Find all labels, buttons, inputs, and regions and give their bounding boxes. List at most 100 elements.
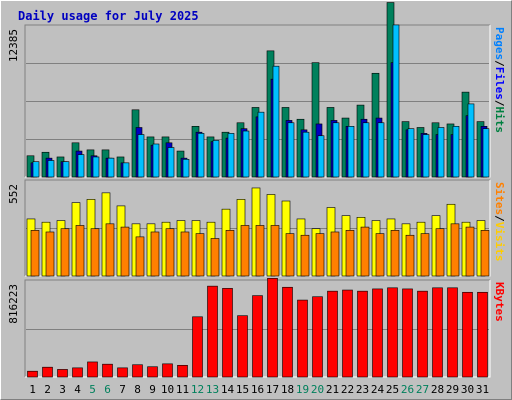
day-label: 6 xyxy=(104,383,111,396)
day-label: 24 xyxy=(371,383,385,396)
pages-bar xyxy=(167,147,175,178)
kbytes-bar xyxy=(237,315,248,378)
day-label: 25 xyxy=(386,383,399,396)
sites-visits-panel: 552 Sites/Visits xyxy=(7,179,506,277)
sites-bar xyxy=(120,226,130,277)
kbytes-bar xyxy=(102,363,113,378)
pages-bar xyxy=(482,128,490,178)
kbytes-bar xyxy=(477,291,488,378)
sites-bar xyxy=(105,223,115,277)
kbytes-bar xyxy=(432,287,443,378)
day-label: 12 xyxy=(191,383,204,396)
day-label: 27 xyxy=(416,383,429,396)
day-label: 16 xyxy=(251,383,264,396)
day-label: 21 xyxy=(326,383,339,396)
pages-bar xyxy=(227,133,235,178)
day-label: 5 xyxy=(89,383,96,396)
pages-bar xyxy=(62,161,70,178)
kbytes-bar xyxy=(342,289,353,378)
pages-bar xyxy=(377,122,385,178)
kbytes-bar xyxy=(132,364,143,378)
pages-bar xyxy=(137,134,145,178)
sites-bar xyxy=(225,230,235,277)
day-label: 4 xyxy=(74,383,81,396)
kbytes-bar xyxy=(42,366,53,378)
sites-bar xyxy=(330,231,340,277)
kbytes-bar xyxy=(372,288,383,378)
sites-bar xyxy=(150,231,160,277)
hits-bar xyxy=(311,62,320,178)
kbytes-panel: 816223 KBytes xyxy=(7,278,506,378)
day-label: 7 xyxy=(119,383,126,396)
day-label: 15 xyxy=(236,383,249,396)
kbytes-bar xyxy=(57,369,68,378)
sites-bar xyxy=(255,225,265,277)
day-label: 10 xyxy=(161,383,174,396)
pages-bar xyxy=(197,133,205,178)
sites-bar xyxy=(195,233,205,277)
day-label: 30 xyxy=(461,383,474,396)
visits-legend-item: Sites xyxy=(493,182,506,215)
hits-legend-item: Hits xyxy=(493,107,506,134)
pages-bar xyxy=(182,159,190,178)
kbytes-bar xyxy=(87,361,98,378)
kbytes-bar xyxy=(462,291,473,378)
hits-ymax-label: 12385 xyxy=(7,29,20,62)
visits-legend-item: / xyxy=(493,215,506,222)
hits-files-pages-panel: 12385 Pages/Files/Hits xyxy=(7,2,506,178)
kbytes-legend: KBytes xyxy=(493,282,506,322)
kbytes-bar xyxy=(387,287,398,378)
sites-bar xyxy=(435,228,445,277)
sites-bar xyxy=(405,234,415,277)
pages-bar xyxy=(302,131,310,178)
sites-bar xyxy=(240,225,250,277)
sites-bar xyxy=(210,238,220,277)
visits-legend-item: Visits xyxy=(493,222,506,262)
pages-bar xyxy=(452,126,460,178)
sites-bar xyxy=(285,233,295,277)
pages-bar xyxy=(407,128,415,178)
pages-bar xyxy=(362,122,370,178)
pages-bar xyxy=(242,130,250,178)
day-label: 13 xyxy=(206,383,219,396)
day-label: 19 xyxy=(296,383,309,396)
hits-legend-item: Pages xyxy=(493,27,506,60)
pages-bar xyxy=(32,161,40,178)
kbytes-bar xyxy=(117,367,128,378)
day-label: 14 xyxy=(221,383,235,396)
hits-legend-item: Files xyxy=(493,67,506,100)
pages-bar xyxy=(122,162,130,178)
sites-bar xyxy=(270,225,280,277)
day-label: 31 xyxy=(476,383,489,396)
day-label: 26 xyxy=(401,383,414,396)
visits-legend: Sites/Visits xyxy=(493,182,506,262)
kbytes-bar xyxy=(357,290,368,378)
kbytes-bar xyxy=(402,288,413,378)
kbytes-bar xyxy=(192,316,203,378)
day-label: 20 xyxy=(311,383,324,396)
sites-bar xyxy=(480,230,490,277)
sites-bar xyxy=(300,234,310,277)
pages-bar xyxy=(92,156,100,178)
kbytes-bar xyxy=(72,367,83,378)
sites-bar xyxy=(90,228,100,277)
pages-bar xyxy=(257,111,265,178)
kbytes-bar xyxy=(147,366,158,378)
hits-legend: Pages/Files/Hits xyxy=(493,27,506,133)
kbytes-bar xyxy=(327,290,338,378)
pages-bar xyxy=(107,157,115,178)
kbytes-bar xyxy=(207,285,218,378)
chart-title: Daily usage for July 2025 xyxy=(18,9,199,23)
day-label: 11 xyxy=(176,383,189,396)
sites-bar xyxy=(135,236,145,277)
hits-legend-item: / xyxy=(493,60,506,67)
kbytes-ymax-label: 816223 xyxy=(7,284,20,324)
pages-bar xyxy=(77,154,85,178)
sites-bar xyxy=(465,226,475,277)
sites-bar xyxy=(345,230,355,277)
kbytes-bar xyxy=(27,370,38,378)
day-label: 28 xyxy=(431,383,444,396)
pages-bar xyxy=(392,24,400,178)
sites-bar xyxy=(180,231,190,277)
